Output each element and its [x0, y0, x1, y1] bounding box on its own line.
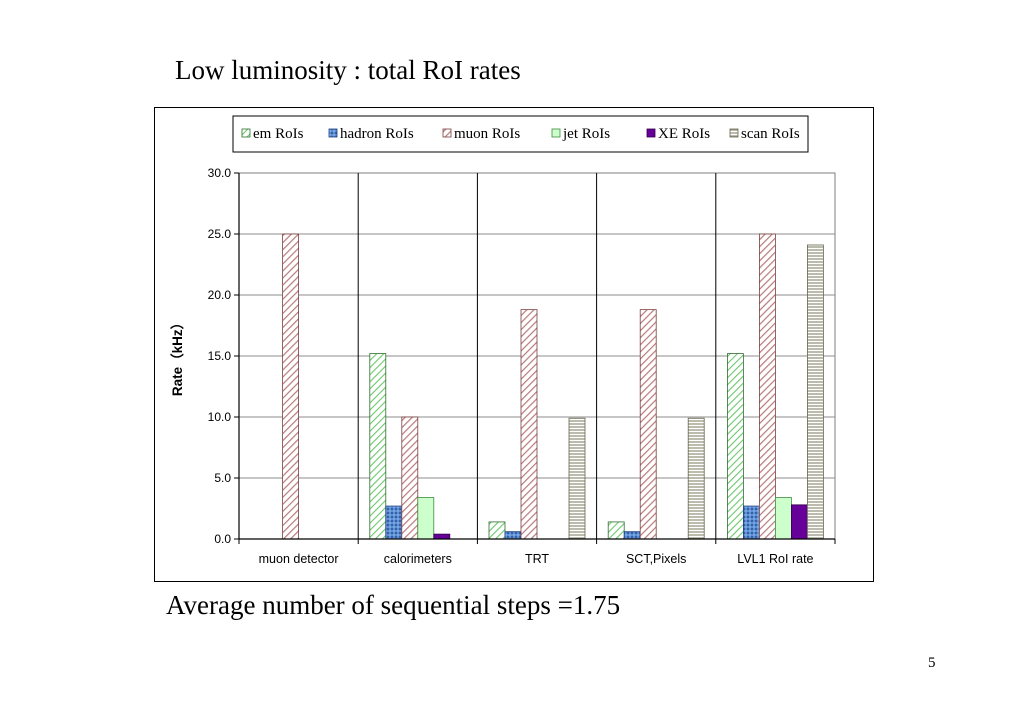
bar-chart: em RoIs hadron RoIs muon RoIs jet RoIs XE Ro…: [170, 115, 836, 566]
legend-label: muon RoIs: [454, 126, 520, 142]
bar-hadron-rois-2: [504, 531, 522, 540]
y-tick-label: 30.0: [208, 166, 232, 180]
legend-swatch: [646, 128, 656, 138]
bar-em-rois-3: [607, 521, 625, 540]
page-number: 5: [928, 655, 936, 671]
bar-em-rois-2: [488, 521, 506, 540]
y-axis-title: Rate（kHz）: [170, 316, 185, 396]
bar-hadron-rois-3: [623, 531, 641, 540]
bar-hadron-rois-4: [743, 505, 760, 540]
legend-label: em RoIs: [253, 126, 304, 142]
legend-label: jet RoIs: [562, 126, 610, 142]
y-tick-label: 0.0: [214, 532, 231, 546]
legend-swatch: [328, 128, 338, 138]
x-category-label: TRT: [525, 552, 549, 566]
legend-swatch: [729, 128, 739, 138]
x-category-label: muon detector: [259, 552, 339, 566]
legend-box: [232, 115, 809, 153]
bar-hadron-rois-1: [385, 505, 403, 540]
x-category-label: LVL1 RoI rate: [737, 552, 813, 566]
bar-em-rois-4: [727, 353, 744, 540]
y-tick-label: 10.0: [208, 410, 232, 424]
x-category-label: SCT,Pixels: [626, 552, 686, 566]
bar-muon-rois-4: [759, 233, 776, 540]
bar-muon-rois-0: [282, 233, 299, 540]
y-tick-label: 15.0: [208, 349, 232, 363]
bar-muon-rois-2: [520, 309, 538, 540]
y-tick-label: 5.0: [214, 471, 231, 485]
y-tick-label: 25.0: [208, 227, 232, 241]
legend-label: XE RoIs: [658, 126, 710, 142]
y-tick-label: 20.0: [208, 288, 232, 302]
legend-label: scan RoIs: [741, 126, 800, 142]
axis-labels: 0.0 5.0 10.0 15.0 20.0 25.0 30.0 muon detector c…: [170, 166, 814, 566]
chart-frame: em RoIs hadron RoIs muon RoIs jet RoIs XE Ro…: [154, 107, 874, 582]
legend-swatch: [241, 128, 251, 138]
legend-label: hadron RoIs: [340, 126, 414, 142]
axes: [234, 172, 836, 544]
bar-muon-rois-3: [639, 309, 657, 540]
bar-jet-rois-1: [417, 497, 435, 540]
bar-muon-rois-1: [401, 416, 419, 540]
legend: em RoIs hadron RoIs muon RoIs jet RoIs XE Ro…: [232, 115, 809, 153]
bar-scan-rois-3: [687, 417, 705, 540]
bar-scan-rois-2: [568, 417, 586, 540]
slide-title: Low luminosity : total RoI rates: [175, 55, 521, 85]
bar-jet-rois-4: [775, 497, 792, 540]
legend-swatch: [442, 128, 452, 138]
legend-swatch: [551, 128, 561, 138]
footer-text: Average number of sequential steps =1.75: [166, 590, 621, 620]
bar-xe-rois-1: [433, 533, 451, 540]
bar-xe-rois-4: [791, 504, 808, 540]
bar-em-rois-1: [369, 353, 387, 540]
x-category-label: calorimeters: [384, 552, 452, 566]
bar-scan-rois-4: [807, 244, 824, 540]
